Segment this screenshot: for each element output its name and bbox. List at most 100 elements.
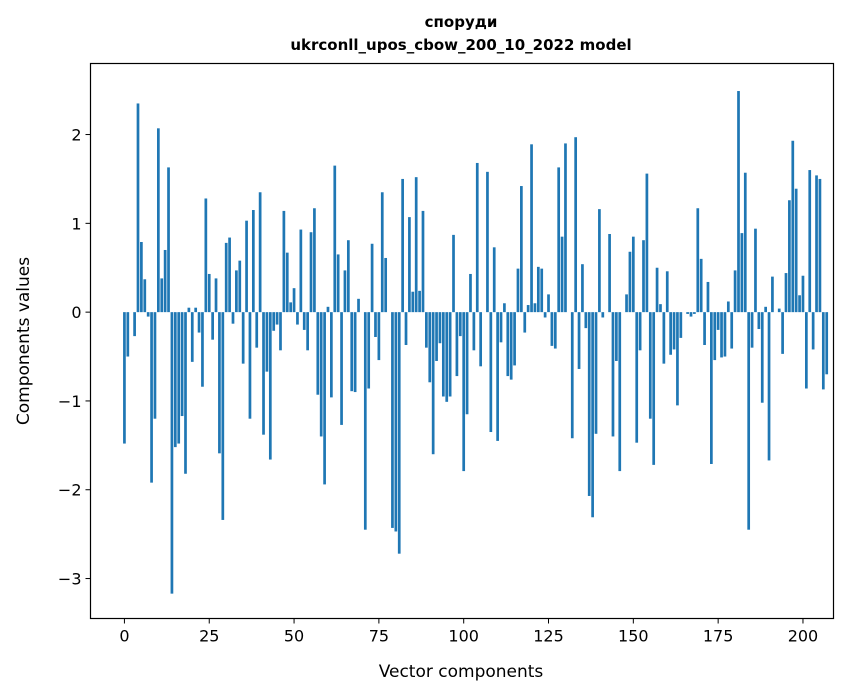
x-tick-label-1: 25 (199, 627, 219, 646)
bar-73 (370, 243, 374, 313)
y-tick-label-5: 2 (71, 126, 81, 145)
bar-42 (265, 312, 269, 372)
x-axis-ticks: 0 25 50 75 100 125 150 175 200 (119, 618, 818, 646)
bar-17 (180, 312, 184, 417)
bar-64 (340, 312, 343, 425)
bar-46 (279, 312, 282, 351)
bar-125 (547, 294, 550, 313)
bar-144 (611, 312, 615, 437)
bar-57 (316, 312, 320, 395)
bar-10 (157, 128, 160, 313)
bar-101 (465, 312, 469, 415)
bar-74 (374, 312, 377, 337)
y-tick-label-4: 1 (71, 214, 81, 233)
bar-195 (784, 273, 788, 313)
bar-54 (306, 312, 309, 351)
bar-84 (408, 217, 411, 313)
bar-39 (255, 312, 259, 348)
bar-56 (313, 208, 316, 313)
bar-4 (136, 103, 140, 313)
bar-93 (438, 312, 442, 344)
bar-107 (486, 171, 489, 313)
bar-134 (577, 312, 581, 369)
bar-146 (618, 312, 622, 472)
bar-5 (140, 241, 143, 313)
bar-200 (801, 275, 805, 313)
bar-27 (214, 278, 218, 313)
bar-197 (791, 140, 795, 313)
bar-6 (143, 279, 147, 313)
bar-108 (489, 312, 493, 433)
bar-36 (245, 220, 248, 313)
bar-71 (363, 312, 367, 530)
bar-172 (706, 281, 710, 313)
bar-104 (475, 162, 479, 313)
bar-138 (591, 312, 594, 518)
bar-139 (594, 312, 598, 434)
x-axis-label: Vector components (379, 662, 544, 682)
bar-53 (302, 312, 306, 330)
bar-159 (662, 312, 666, 364)
bar-115 (513, 312, 516, 366)
bar-141 (601, 312, 605, 318)
y-tick-label-3: 0 (71, 303, 81, 322)
bar-68 (353, 312, 357, 393)
bar-67 (350, 312, 354, 392)
bar-130 (564, 143, 567, 313)
bar-0 (123, 312, 126, 444)
bar-166 (686, 312, 689, 314)
bar-185 (750, 312, 754, 348)
bar-69 (357, 298, 360, 313)
bar-34 (238, 260, 242, 313)
bar-96 (448, 312, 452, 397)
bar-186 (754, 228, 757, 313)
bar-189 (764, 306, 767, 313)
bar-161 (669, 312, 672, 355)
bar-95 (445, 312, 449, 402)
bar-183 (743, 172, 747, 313)
bar-28 (218, 312, 221, 454)
chart-title-line-1: споруди (425, 13, 498, 31)
bar-89 (425, 312, 428, 348)
bar-149 (628, 251, 632, 313)
bar-157 (655, 267, 659, 313)
bar-205 (818, 178, 822, 313)
bar-114 (509, 312, 513, 380)
bar-20 (190, 312, 194, 362)
bar-132 (570, 312, 574, 439)
bar-137 (587, 312, 591, 496)
bar-88 (421, 210, 425, 313)
bar-14 (170, 312, 174, 594)
bar-128 (557, 167, 561, 313)
bar-175 (716, 312, 720, 330)
y-tick-label-1: −2 (58, 481, 82, 500)
bar-153 (642, 240, 645, 313)
bar-11 (160, 278, 164, 313)
bar-76 (380, 192, 384, 313)
x-tick-label-6: 150 (618, 627, 649, 646)
bar-40 (258, 192, 262, 313)
bar-75 (377, 312, 381, 361)
bar-187 (757, 312, 761, 330)
bar-121 (533, 303, 537, 313)
bar-116 (516, 268, 520, 313)
bar-207 (825, 312, 829, 375)
bar-63 (336, 254, 340, 313)
bar-158 (659, 304, 662, 313)
bar-25 (207, 273, 211, 313)
bar-97 (452, 234, 455, 313)
bar-99 (458, 312, 462, 337)
bar-194 (781, 312, 784, 354)
bar-32 (231, 312, 235, 324)
bar-120 (530, 144, 533, 313)
bar-119 (526, 305, 530, 313)
bar-60 (326, 306, 330, 313)
bar-79 (391, 312, 394, 528)
bar-92 (435, 312, 438, 361)
x-tick-label-7: 175 (703, 627, 734, 646)
bar-162 (672, 312, 676, 350)
bar-177 (723, 312, 727, 357)
bar-136 (584, 312, 588, 329)
bar-102 (469, 273, 472, 313)
